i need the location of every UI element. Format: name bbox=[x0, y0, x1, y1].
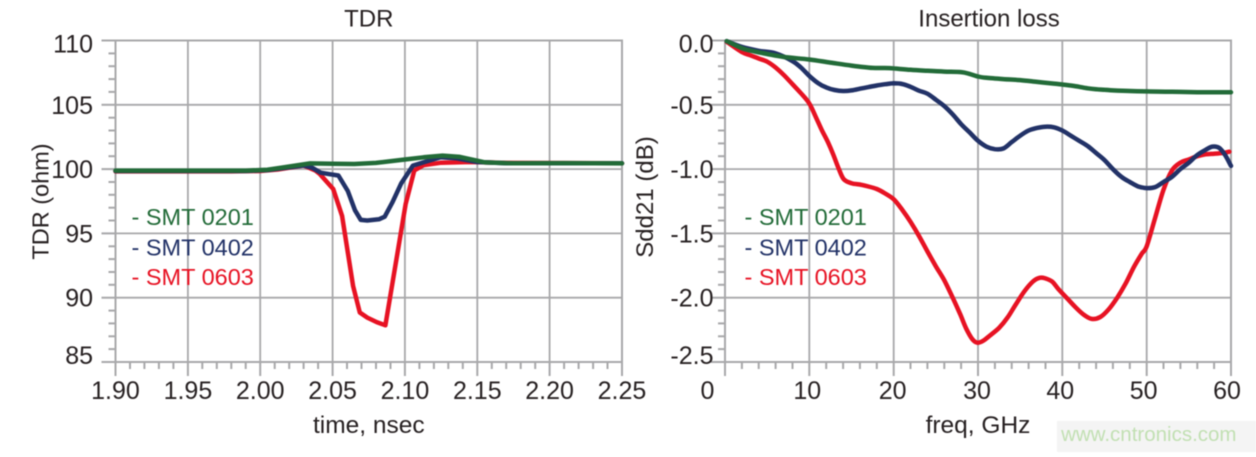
svg-text:-1.5: -1.5 bbox=[670, 220, 713, 248]
svg-text:www.cntronics.com: www.cntronics.com bbox=[1060, 423, 1236, 446]
svg-text:1.90: 1.90 bbox=[91, 377, 140, 405]
svg-text:95: 95 bbox=[65, 220, 93, 248]
svg-text:-1.0: -1.0 bbox=[670, 156, 713, 184]
svg-text:90: 90 bbox=[65, 285, 93, 313]
svg-text:2.20: 2.20 bbox=[525, 377, 574, 405]
svg-text:TDR (ohm): TDR (ohm) bbox=[28, 143, 54, 259]
svg-text:- SMT 0402: - SMT 0402 bbox=[745, 235, 867, 261]
svg-text:40: 40 bbox=[1046, 377, 1074, 405]
svg-text:Sdd21 (dB): Sdd21 (dB) bbox=[632, 136, 659, 257]
svg-text:freq, GHz: freq, GHz bbox=[926, 412, 1031, 439]
svg-text:110: 110 bbox=[53, 30, 93, 58]
svg-text:- SMT 0402: - SMT 0402 bbox=[132, 235, 254, 261]
svg-text:20: 20 bbox=[879, 377, 907, 405]
svg-text:10: 10 bbox=[793, 377, 821, 405]
svg-text:Insertion loss: Insertion loss bbox=[918, 6, 1059, 33]
svg-text:105: 105 bbox=[51, 92, 93, 120]
svg-text:TDR: TDR bbox=[344, 6, 393, 33]
svg-text:-2.0: -2.0 bbox=[670, 285, 713, 313]
svg-text:- SMT 0201: - SMT 0201 bbox=[132, 204, 254, 230]
svg-text:- SMT 0603: - SMT 0603 bbox=[745, 264, 867, 290]
svg-text:85: 85 bbox=[65, 342, 93, 370]
svg-text:2.15: 2.15 bbox=[453, 377, 502, 405]
svg-text:time, nsec: time, nsec bbox=[313, 412, 425, 439]
svg-text:100: 100 bbox=[51, 156, 93, 184]
svg-text:2.05: 2.05 bbox=[308, 377, 357, 405]
svg-text:50: 50 bbox=[1130, 377, 1158, 405]
svg-text:0.0: 0.0 bbox=[679, 30, 714, 58]
svg-text:60: 60 bbox=[1213, 377, 1241, 405]
svg-text:- SMT 0603: - SMT 0603 bbox=[132, 264, 254, 290]
svg-text:30: 30 bbox=[963, 377, 991, 405]
svg-text:- SMT 0201: - SMT 0201 bbox=[745, 204, 867, 230]
svg-text:-0.5: -0.5 bbox=[670, 92, 713, 120]
svg-text:0: 0 bbox=[701, 377, 715, 405]
svg-text:2.00: 2.00 bbox=[236, 377, 285, 405]
svg-text:1.95: 1.95 bbox=[164, 377, 213, 405]
svg-text:2.25: 2.25 bbox=[598, 377, 647, 405]
svg-text:-2.5: -2.5 bbox=[670, 342, 713, 370]
svg-text:2.10: 2.10 bbox=[381, 377, 430, 405]
